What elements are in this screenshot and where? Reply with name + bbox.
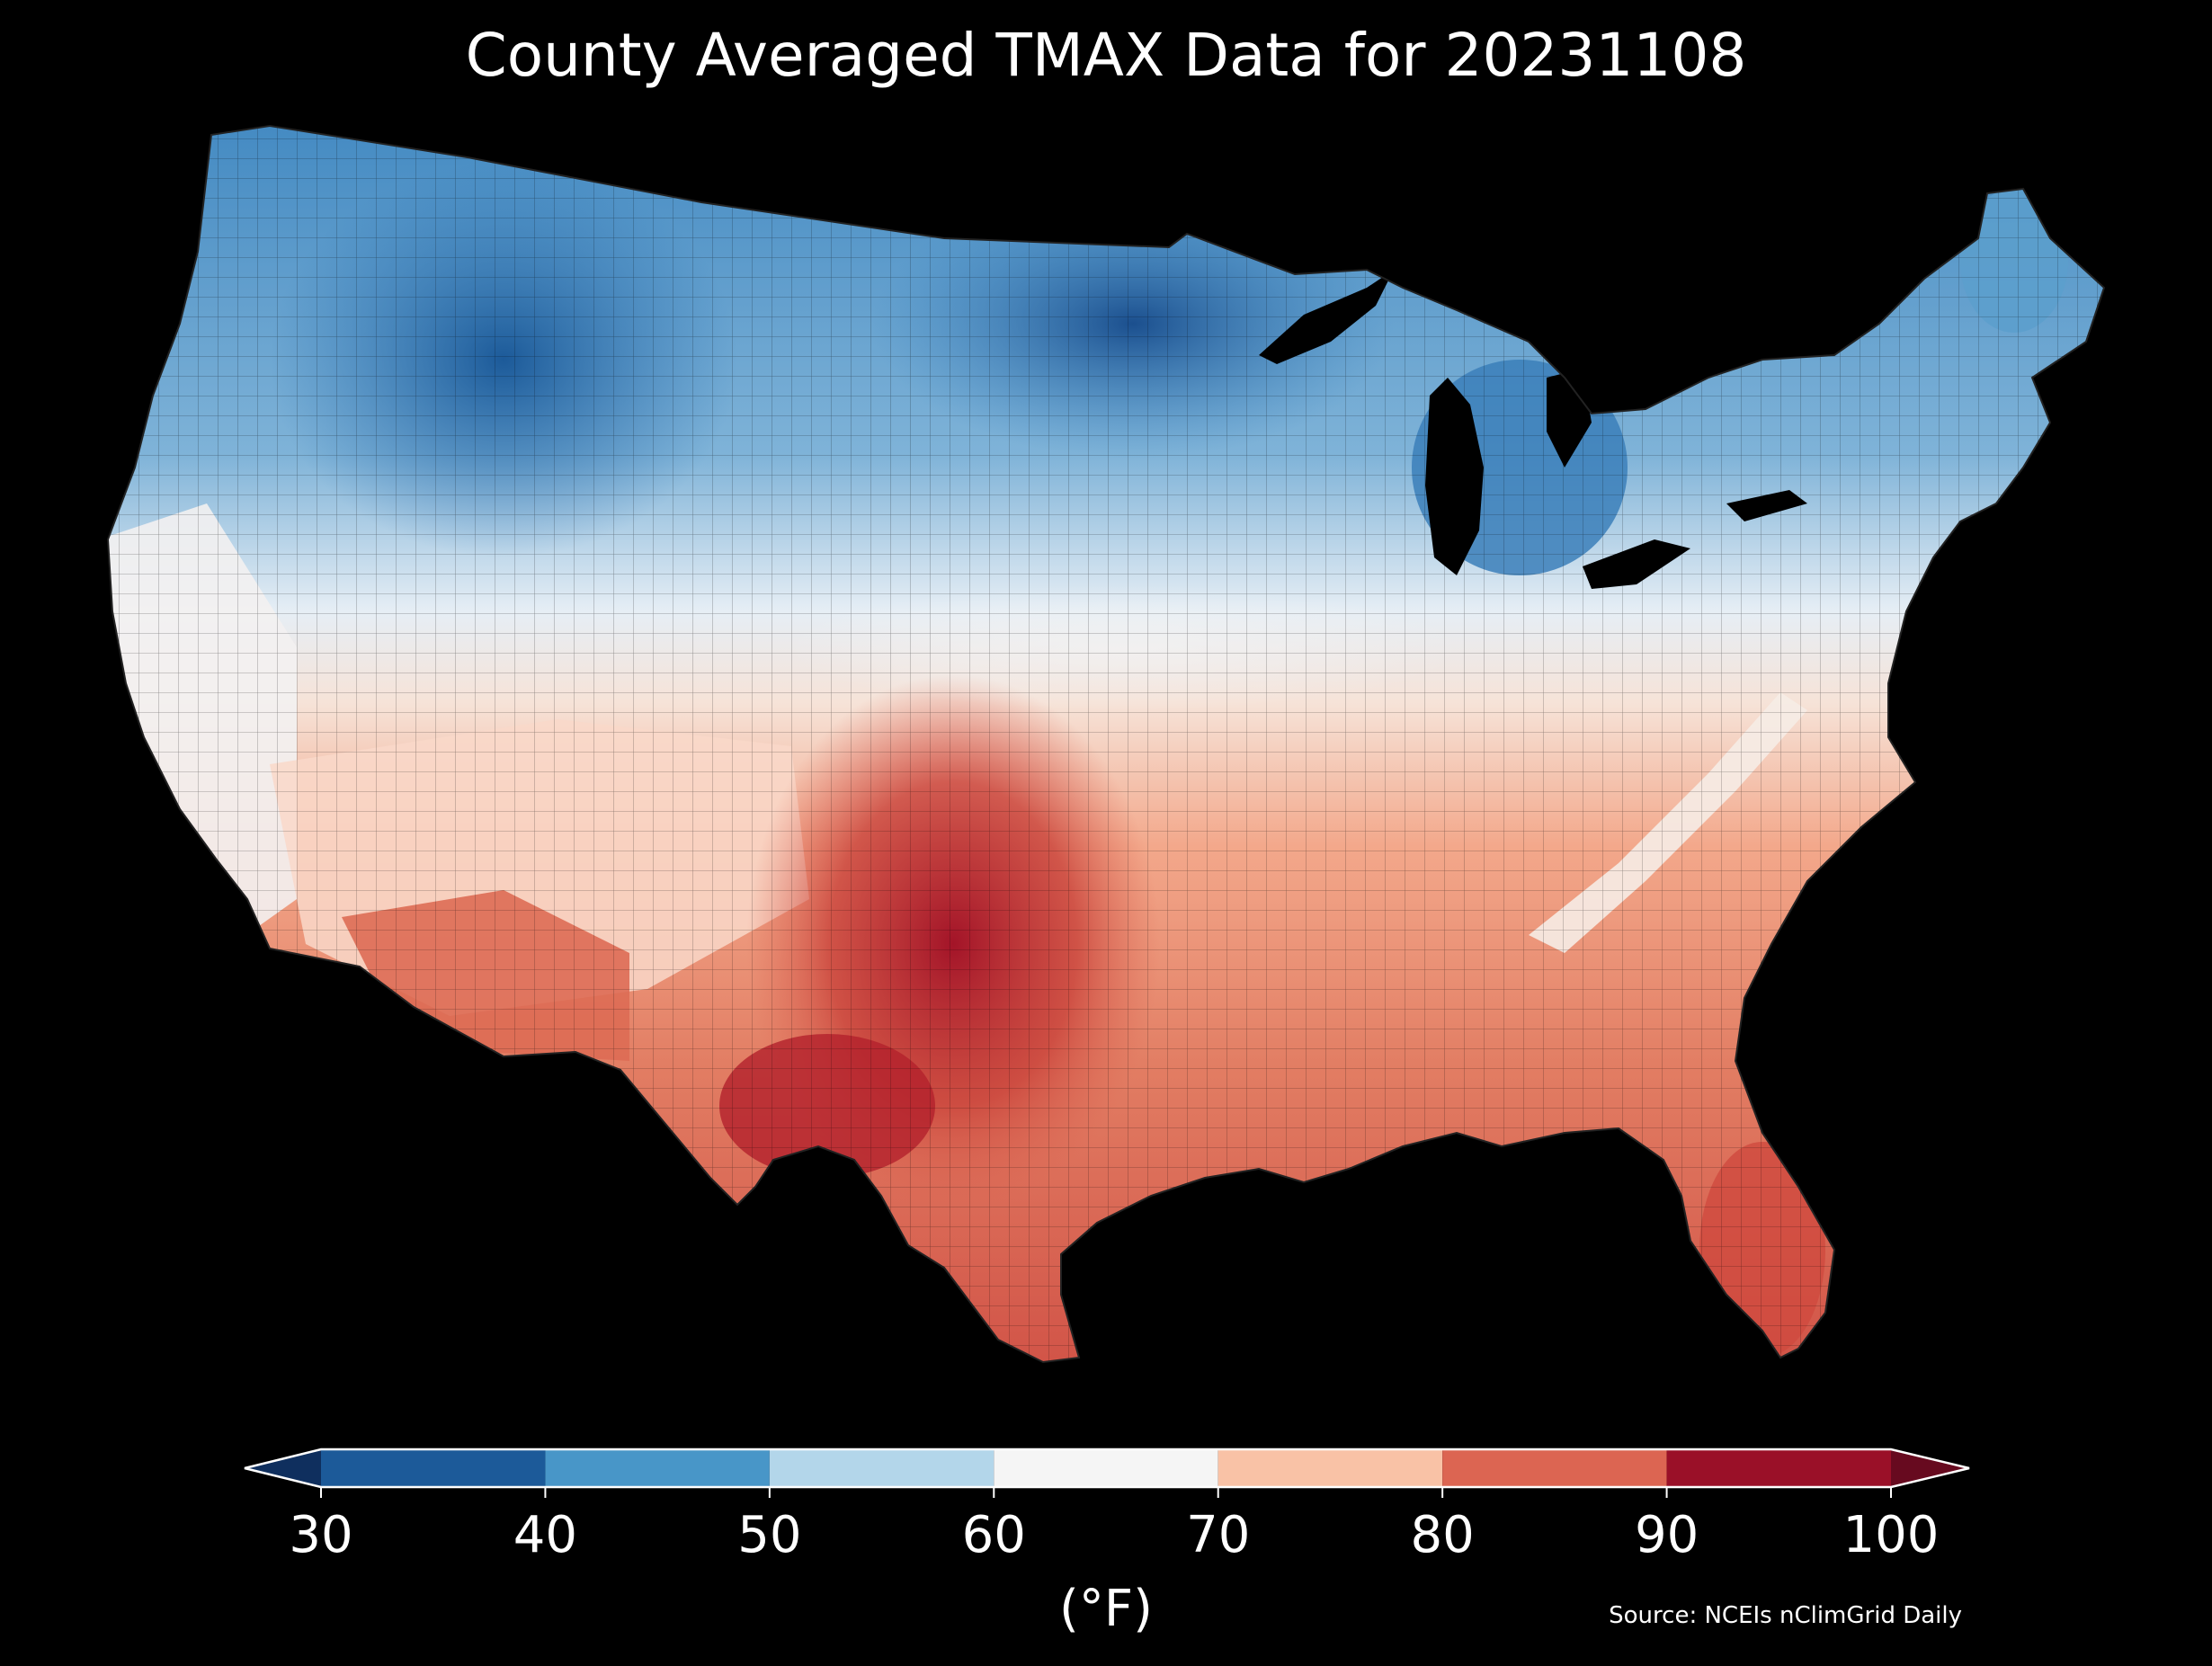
colorbar-bin-4: [1217, 1449, 1443, 1487]
colorbar-tick-label-7: 100: [1843, 1506, 1940, 1564]
colorbar-tick-label-3: 60: [962, 1506, 1026, 1564]
colorbar-tick-label-2: 50: [737, 1506, 801, 1564]
lake-huron: [1547, 369, 1592, 468]
colorbar-bin-0: [321, 1449, 546, 1487]
colorbar-bin-3: [994, 1449, 1218, 1487]
colorbar-under-extension: [245, 1449, 321, 1487]
chart-title: County Averaged TMAX Data for 20231108: [465, 21, 1747, 90]
lake-erie: [1583, 539, 1690, 589]
colorbar-tick-label-0: 30: [289, 1506, 352, 1564]
lake-ontario: [1726, 490, 1807, 521]
colorbar-tick-label-4: 70: [1186, 1506, 1250, 1564]
colorbar-tick-label-6: 90: [1635, 1506, 1699, 1564]
colorbar-tick-label-1: 40: [513, 1506, 577, 1564]
lake-michigan: [1425, 378, 1484, 575]
colorbar-bin-1: [545, 1449, 770, 1487]
lake-superior: [1259, 270, 1394, 364]
source-note: Source: NCEIs nClimGrid Daily: [1609, 1602, 1962, 1629]
colorbar-bin-6: [1666, 1449, 1891, 1487]
colorbar-tick-label-5: 80: [1411, 1506, 1475, 1564]
colorbar-over-extension: [1891, 1449, 1969, 1487]
colorbar-bin-5: [1442, 1449, 1667, 1487]
colorbar-bin-2: [769, 1449, 995, 1487]
colorbar-label: (°F): [1059, 1580, 1153, 1638]
